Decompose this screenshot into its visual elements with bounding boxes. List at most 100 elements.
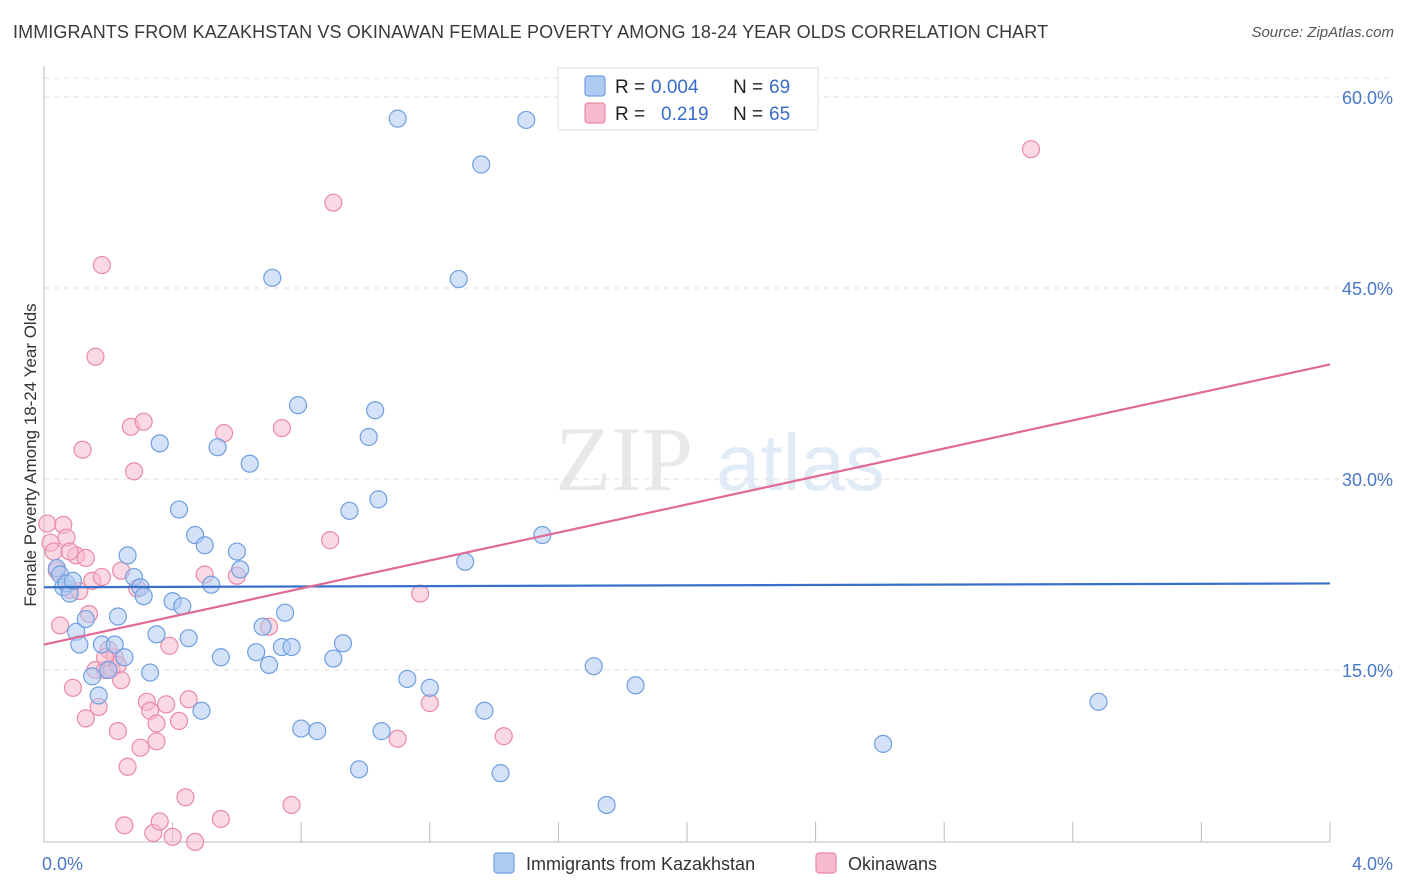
point-okinawan [134,412,153,431]
point-okinawan [118,757,137,776]
point-okinawan [388,729,407,748]
legend-swatch-blue [584,75,606,97]
point-okinawan [147,714,166,733]
bottom-legend-swatch-blue [493,852,515,874]
point-kazakhstan [517,110,536,130]
legend-n-label-pink: N = [733,104,763,125]
point-okinawan [50,616,70,635]
point-kazakhstan [83,667,102,686]
point-kazakhstan [349,760,369,779]
point-kazakhstan [388,109,407,128]
point-kazakhstan [76,609,95,629]
point-okinawan [73,440,92,459]
point-kazakhstan [253,617,272,636]
point-kazakhstan [263,268,282,287]
point-kazakhstan [288,396,308,415]
point-kazakhstan [449,269,468,289]
point-okinawan [76,548,95,568]
point-kazakhstan [366,401,385,420]
point-okinawan [63,678,83,697]
point-kazakhstan [333,634,353,653]
point-okinawan [411,584,430,603]
y-tick-labels: 15.0% 30.0% 45.0% 60.0% [1342,88,1393,681]
point-kazakhstan [240,454,259,473]
point-okinawan [420,694,439,713]
y-tick-label: 60.0% [1342,88,1393,108]
point-okinawan [321,531,340,550]
bottom-legend-label-blue: Immigrants from Kazakhstan [526,854,755,874]
y-tick-label: 45.0% [1342,279,1393,299]
x-tick-label: 4.0% [1352,854,1393,874]
point-kazakhstan [147,625,166,644]
point-kazakhstan [208,438,227,457]
point-okinawan [160,636,179,655]
point-okinawan [157,695,176,714]
point-kazakhstan [192,701,211,720]
point-kazakhstan [179,629,198,648]
point-kazakhstan [247,643,266,662]
point-kazakhstan [308,722,327,741]
point-kazakhstan [359,427,378,447]
point-kazakhstan [472,155,491,174]
point-okinawan [115,816,134,835]
source-label: Source: ZipAtlas.com [1251,24,1394,41]
point-kazakhstan [420,678,439,697]
point-kazakhstan [276,603,295,622]
point-okinawan [60,542,79,561]
point-kazakhstan [202,575,221,594]
point-kazakhstan [369,490,388,509]
watermark: ZIP atlas [555,408,885,510]
point-kazakhstan [259,655,279,675]
point-kazakhstan [1089,692,1108,711]
watermark-zip: ZIP [555,408,693,510]
legend-r-value-pink: 0.219 [661,104,709,125]
point-kazakhstan [584,657,603,676]
point-kazakhstan [195,536,214,555]
point-kazakhstan [597,795,616,815]
point-kazakhstan [150,434,169,453]
point-okinawan [86,347,105,366]
point-okinawan [1021,140,1041,159]
x-tick-labels: 0.0% 4.0% [42,854,1393,874]
point-okinawan [147,732,166,751]
point-kazakhstan [475,701,494,720]
point-kazakhstan [105,635,124,654]
point-okinawan [176,788,195,807]
bottom-legend-label-pink: Okinawans [848,854,937,874]
legend-r-value-blue: 0.004 [651,77,699,98]
point-kazakhstan [491,764,510,783]
point-okinawan [131,738,150,757]
point-kazakhstan [372,722,391,741]
point-kazakhstan [169,500,189,519]
trend-line-kazakhstan [43,582,1331,589]
point-okinawan [92,255,111,275]
point-kazakhstan [211,648,230,667]
point-okinawan [92,567,111,587]
point-kazakhstan [63,571,83,590]
point-okinawan [124,462,144,481]
trend-line-okinawans [43,363,1331,646]
point-kazakhstan [324,649,343,668]
point-okinawan [186,832,205,852]
point-kazakhstan [292,719,311,738]
point-kazakhstan [140,663,160,682]
point-okinawan [108,722,128,741]
y-tick-label: 30.0% [1342,470,1393,490]
legend-n-value-pink: 65 [769,104,790,125]
point-kazakhstan [89,686,108,705]
legend-swatch-pink [584,102,606,124]
y-axis-label: Female Poverty Among 18-24 Year Olds [21,303,40,606]
point-kazakhstan [231,560,250,579]
correlation-legend: R = 0.004 N = 69 R = 0.219 N = 65 [557,67,819,131]
point-okinawan [179,690,198,709]
point-kazakhstan [282,637,301,657]
point-okinawan [282,795,301,815]
point-kazakhstan [134,587,153,606]
point-kazakhstan [340,501,359,520]
point-kazakhstan [115,648,134,667]
bottom-legend-swatch-pink [815,852,837,874]
y-tick-label: 15.0% [1342,661,1393,681]
point-kazakhstan [108,607,128,626]
point-okinawan [272,418,292,438]
point-okinawan [38,514,57,533]
